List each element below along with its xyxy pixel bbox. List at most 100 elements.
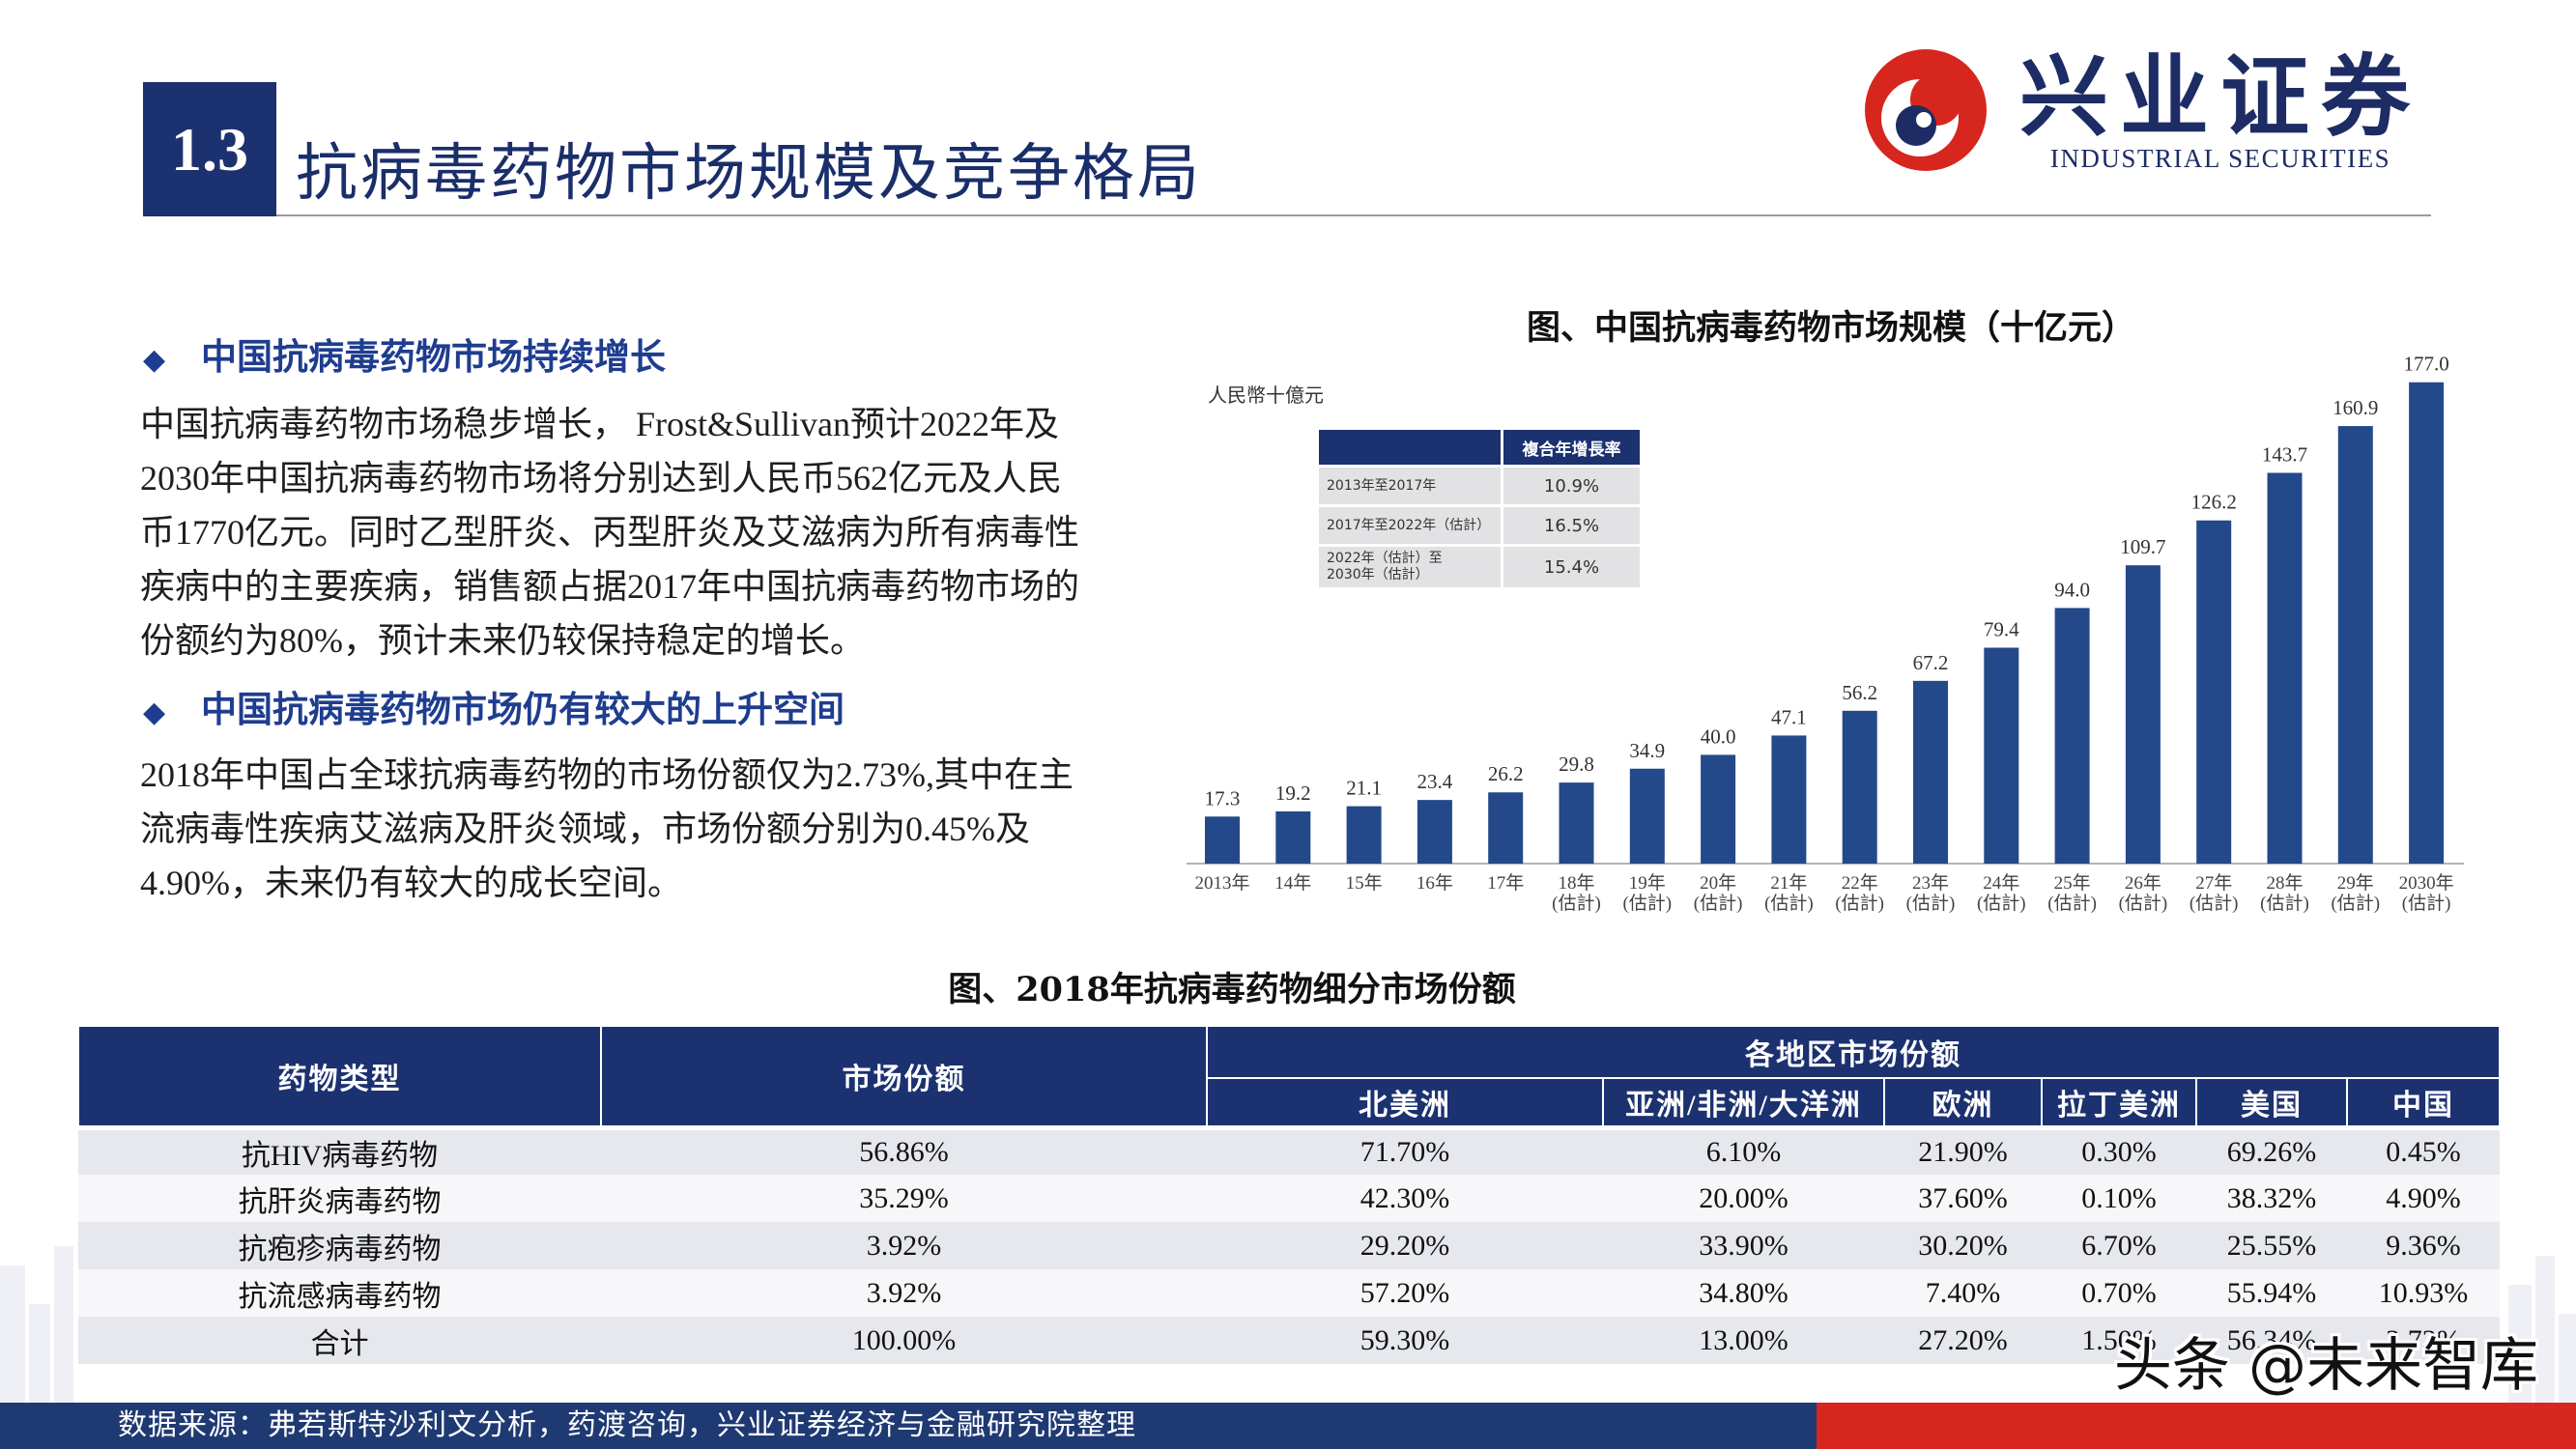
- header-regional-share: 各地区市场份额: [1205, 1025, 2502, 1079]
- watermark: 头条 @未来智库: [2113, 1332, 2538, 1400]
- bar-17: [2337, 426, 2373, 864]
- cagr-period: 2017年至2022年（估計）: [1319, 507, 1501, 544]
- cell-drug-type: 抗流感病毒药物: [78, 1269, 601, 1317]
- cagr-row: 2017年至2022年（估計） 16.5%: [1319, 507, 1640, 544]
- x-tick-sublabel-14: (估計): [2119, 893, 2168, 914]
- cell-asia-africa-oceania: 13.00%: [1603, 1317, 1884, 1364]
- x-tick-label-16: 28年: [2266, 872, 2303, 894]
- bar-10: [1842, 710, 1877, 864]
- x-tick-sublabel-12: (估計): [1977, 893, 2026, 914]
- table-row: 抗疱疹病毒药物 3.92% 29.20% 33.90% 30.20% 6.70% 25.55…: [78, 1222, 2501, 1269]
- cagr-header-blank: [1319, 430, 1501, 465]
- x-tick-label-15: 27年: [2195, 872, 2232, 894]
- x-tick-sublabel-18: (估計): [2402, 893, 2451, 914]
- cagr-period-line: 2030年（估計）: [1327, 567, 1429, 582]
- bar-value-label-12: 79.4: [1984, 617, 2019, 640]
- cagr-period-line: 2013年至2017年: [1327, 477, 1437, 494]
- industrial-securities-logo-icon: [1865, 49, 1987, 171]
- paragraph: 2018年中国占全球抗病毒药物的市场份额仅为2.73%,其中在主 流病毒性疾病艾…: [140, 748, 1174, 910]
- cell-usa: 56.34%: [2196, 1317, 2347, 1364]
- bar-5: [1488, 792, 1524, 864]
- x-tick-label-2: 14年: [1274, 872, 1311, 894]
- x-tick-sublabel-16: (估計): [2260, 893, 2309, 914]
- x-tick-label-5: 17年: [1487, 872, 1524, 894]
- x-tick-label-4: 16年: [1417, 872, 1453, 894]
- cell-europe: 30.20%: [1884, 1222, 2042, 1269]
- header-region-china: 中国: [2345, 1077, 2502, 1128]
- cell-usa: 38.32%: [2196, 1175, 2347, 1222]
- cagr-period: 2022年（估計）至 2030年（估計）: [1319, 547, 1501, 587]
- x-tick-sublabel-11: (估計): [1906, 893, 1956, 914]
- bars-group: 17.3 2013年 19.2 14年 21.1 15年 23.4 16年 26.2 17年 29.…: [1194, 353, 2453, 914]
- cell-north-america: 29.20%: [1207, 1222, 1603, 1269]
- bar-12: [1984, 647, 2019, 864]
- section-number-badge: 1.3: [143, 82, 276, 216]
- bar-1: [1205, 816, 1240, 864]
- table-body: 抗HIV病毒药物 56.86% 71.70% 6.10% 21.90% 0.30% 69.2…: [78, 1124, 2501, 1364]
- cell-china: 2.73%: [2347, 1317, 2501, 1364]
- bar-14: [2125, 565, 2161, 864]
- section-heading: ◆ 中国抗病毒药物市场持续增长: [143, 329, 666, 384]
- table-row: 抗肝炎病毒药物 35.29% 42.30% 20.00% 37.60% 0.10% 38.3…: [78, 1175, 2501, 1222]
- cell-drug-type: 抗肝炎病毒药物: [78, 1175, 601, 1222]
- cagr-header-label: 複合年增長率: [1503, 430, 1640, 465]
- table-row: 抗流感病毒药物 3.92% 57.20% 34.80% 7.40% 0.70% 55.94%…: [78, 1269, 2501, 1317]
- bar-value-label-9: 47.1: [1771, 705, 1807, 728]
- cell-latin-america: 1.50%: [2042, 1317, 2196, 1364]
- bar-value-label-1: 17.3: [1205, 786, 1241, 810]
- paragraph-line: 2030年中国抗病毒药物市场将分别达到人民币562亿元及人民: [140, 459, 1063, 497]
- bar-value-label-14: 109.7: [2120, 535, 2165, 558]
- background-skyline: [0, 1246, 2576, 1403]
- paragraph-line: 疾病中的主要疾病，销售额占据2017年中国抗病毒药物市场的: [140, 567, 1080, 606]
- bar-8: [1701, 754, 1736, 864]
- page-title: 抗病毒药物市场规模及竞争格局: [296, 138, 1202, 210]
- header-market-share: 市场份额: [600, 1025, 1208, 1128]
- bar-value-label-15: 126.2: [2191, 491, 2237, 514]
- cell-europe: 37.60%: [1884, 1175, 2042, 1222]
- x-tick-sublabel-13: (估計): [2047, 893, 2097, 914]
- bar-value-label-3: 21.1: [1346, 777, 1382, 800]
- x-tick-sublabel-7: (估計): [1622, 893, 1672, 914]
- cell-europe: 7.40%: [1884, 1269, 2042, 1317]
- cell-china: 0.45%: [2347, 1124, 2501, 1175]
- bar-13: [2054, 608, 2090, 864]
- cell-latin-america: 0.70%: [2042, 1269, 2196, 1317]
- header-region-usa: 美国: [2195, 1077, 2348, 1128]
- section-number: 1.3: [171, 114, 248, 184]
- cell-market-share: 3.92%: [601, 1269, 1207, 1317]
- diamond-bullet-icon: ◆: [143, 696, 166, 729]
- cell-market-share: 35.29%: [601, 1175, 1207, 1222]
- cagr-row: 2013年至2017年 10.9%: [1319, 468, 1640, 504]
- data-source-note: 数据来源：弗若斯特沙利文分析，药渡咨询，兴业证券经济与金融研究院整理: [118, 1408, 1136, 1442]
- x-tick-label-8: 20年: [1700, 872, 1736, 894]
- cell-market-share: 100.00%: [601, 1317, 1207, 1364]
- cell-latin-america: 6.70%: [2042, 1222, 2196, 1269]
- x-tick-sublabel-10: (估計): [1835, 893, 1884, 914]
- x-tick-sublabel-15: (估計): [2190, 893, 2239, 914]
- x-tick-label-10: 22年: [1842, 872, 1878, 894]
- table-title: 图、2018年抗病毒药物细分市场份额: [948, 970, 1516, 1009]
- cagr-table-header: 複合年增長率: [1319, 430, 1640, 465]
- cell-usa: 55.94%: [2196, 1269, 2347, 1317]
- heading-text: 中国抗病毒药物市场持续增长: [201, 335, 666, 378]
- x-tick-label-3: 15年: [1346, 872, 1383, 894]
- bar-16: [2267, 472, 2303, 864]
- cagr-rate: 16.5%: [1503, 507, 1640, 544]
- bar-15: [2196, 520, 2232, 864]
- cell-north-america: 57.20%: [1207, 1269, 1603, 1317]
- header-drug-type: 药物类型: [77, 1025, 602, 1128]
- x-tick-sublabel-8: (估計): [1694, 893, 1743, 914]
- cell-drug-type: 抗HIV病毒药物: [78, 1124, 601, 1175]
- bar-2: [1275, 810, 1311, 864]
- cell-drug-type: 合计: [78, 1317, 601, 1364]
- header-region-asia-africa-oceania: 亚洲/非洲/大洋洲: [1602, 1077, 1885, 1128]
- x-tick-label-13: 25年: [2054, 872, 2091, 894]
- cell-europe: 27.20%: [1884, 1317, 2042, 1364]
- diamond-bullet-icon: ◆: [143, 343, 166, 377]
- cell-asia-africa-oceania: 33.90%: [1603, 1222, 1884, 1269]
- bar-6: [1559, 782, 1594, 864]
- x-tick-sublabel-6: (估計): [1552, 893, 1601, 914]
- paragraph-line: 流病毒性疾病艾滋病及肝炎领域，市场份额分别为0.45%及: [140, 810, 1030, 848]
- cell-market-share: 3.92%: [601, 1222, 1207, 1269]
- market-share-table: 药物类型 市场份额 各地区市场份额 北美洲 亚洲/非洲/大洋洲 欧洲 拉丁美洲 …: [77, 1025, 2502, 1364]
